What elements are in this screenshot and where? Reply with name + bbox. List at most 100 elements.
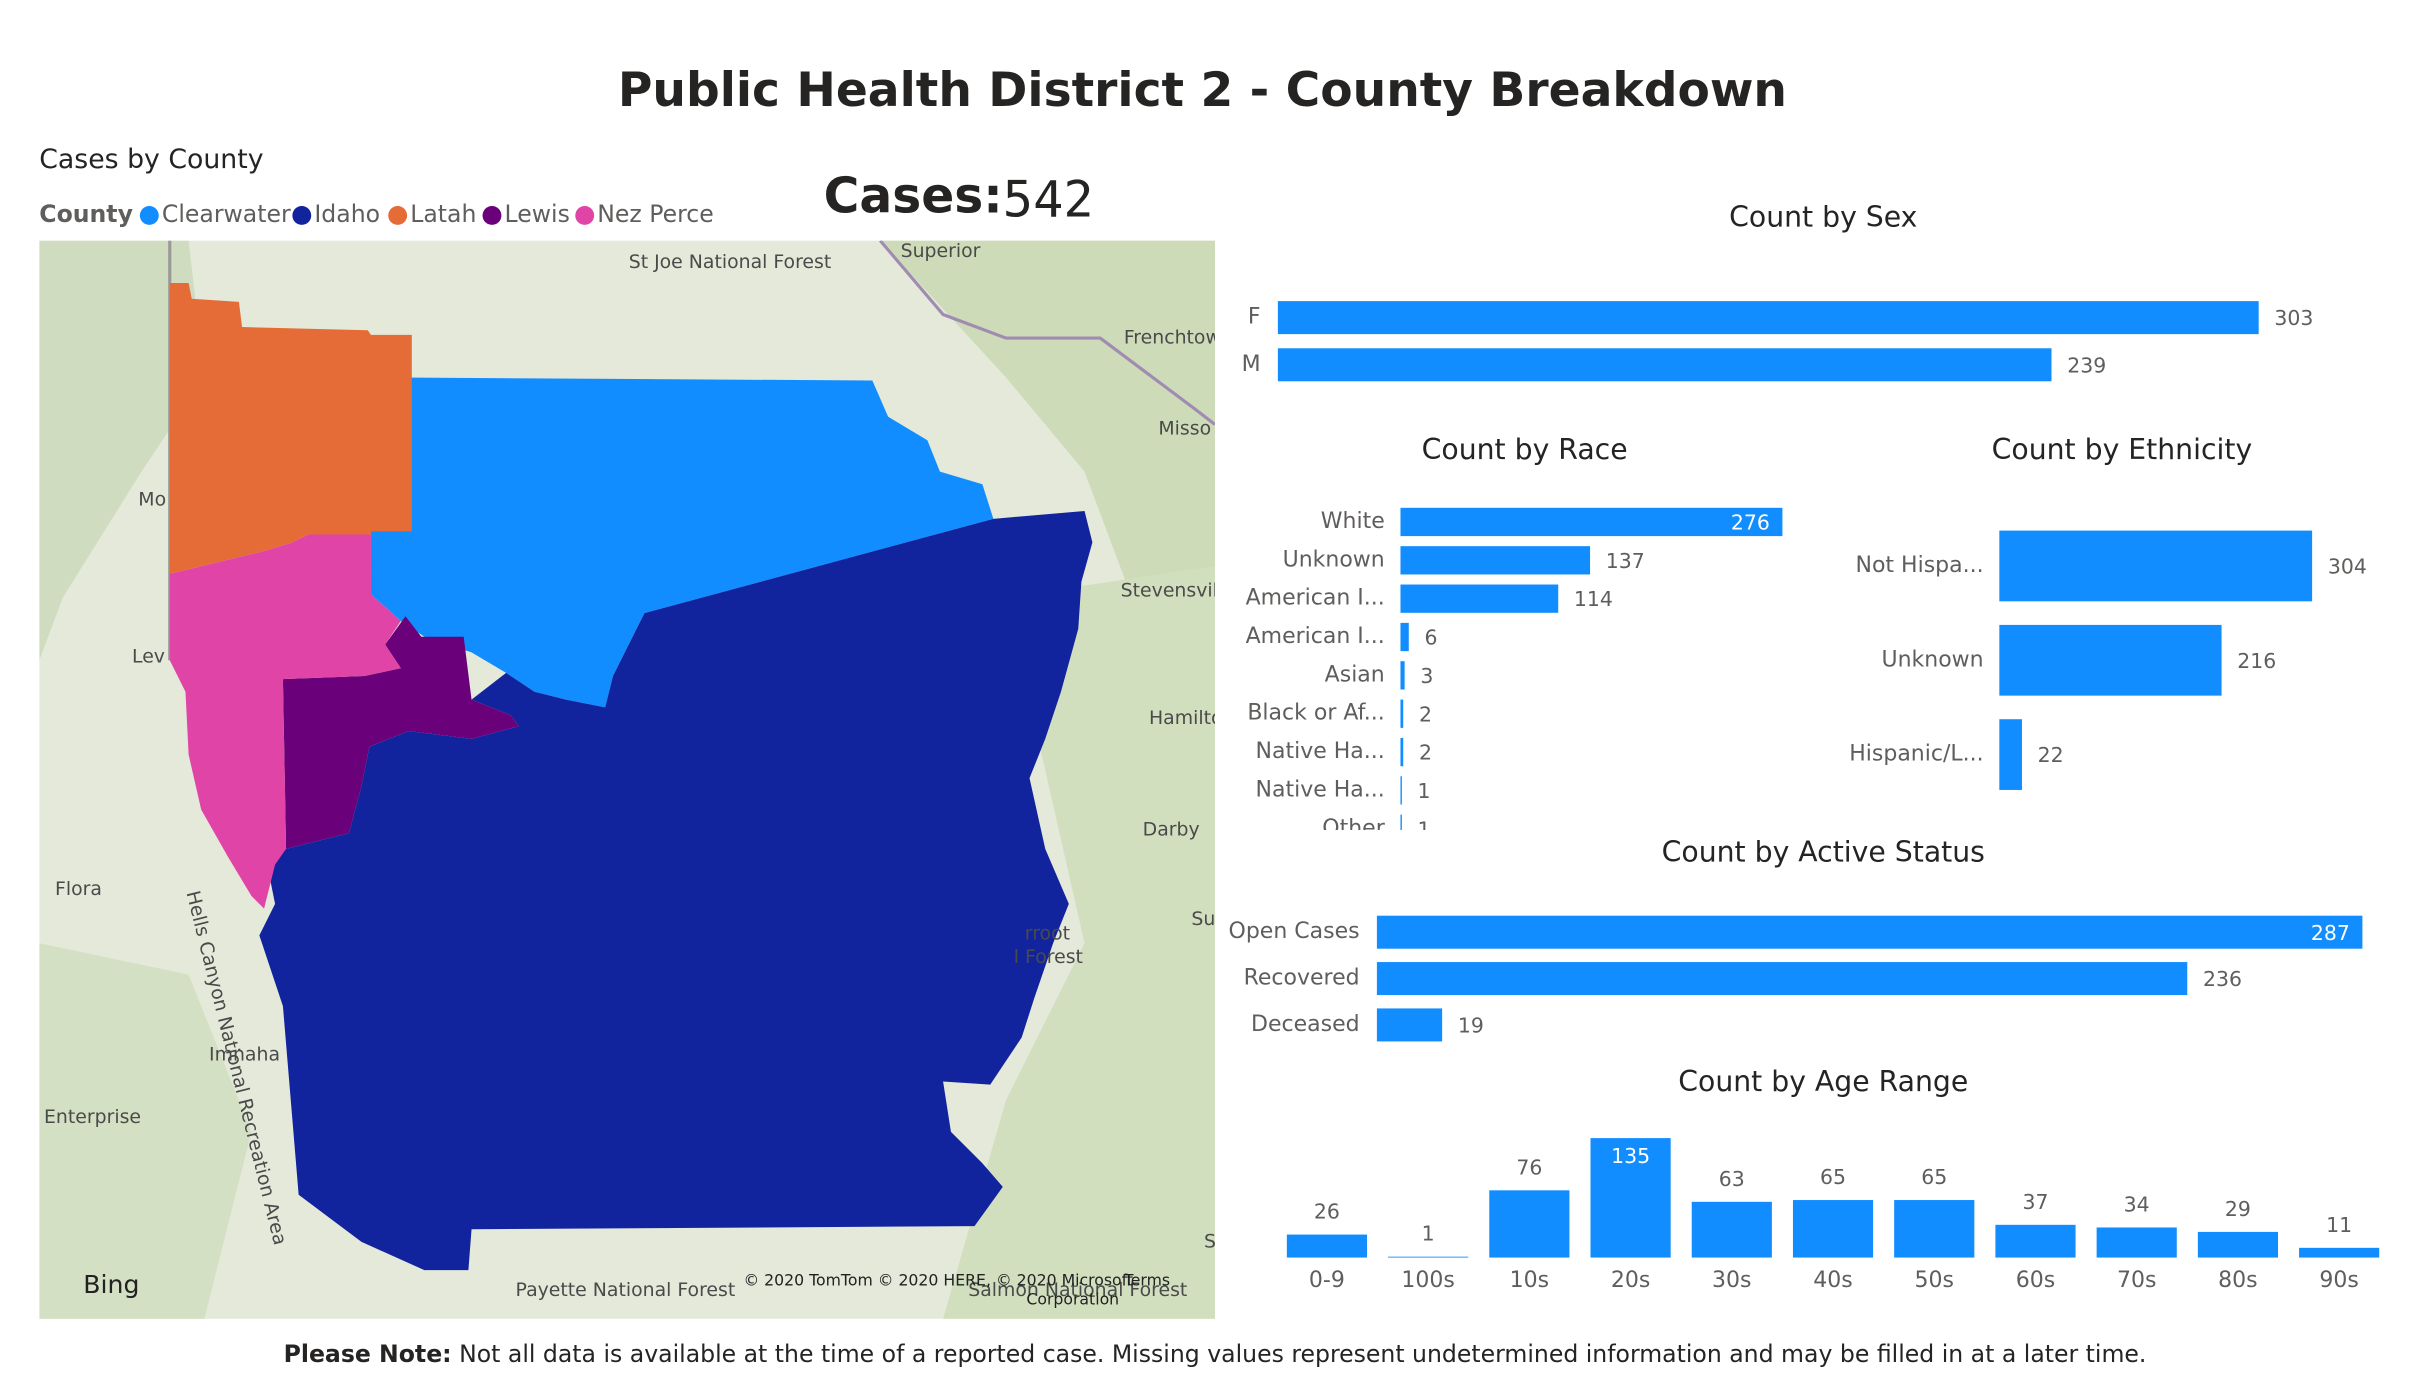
terrain [39,240,205,661]
map-label: Salmon National Forest [968,1279,1187,1301]
bar [1277,348,2052,382]
chart-title: Count by Ethnicity [1992,433,2253,466]
value-label: 11 [2326,1213,2352,1237]
value-label: 63 [1719,1167,1745,1191]
map-label: Corporation [1026,1290,1119,1309]
legend-label: Latah [410,200,476,228]
bar [1894,1200,1975,1258]
value-label: 29 [2225,1197,2251,1221]
category-label: Asian [1325,662,1385,687]
bar [1792,1200,1874,1258]
map-label: Frenchtown [1124,327,1233,349]
category-label: Hispanic/L... [1849,742,1983,767]
category-label: 40s [1813,1268,1852,1293]
chart-title: Count by Active Status [1662,836,1985,869]
map: St Joe National Forest Superior Frenchtown… [39,240,1234,1319]
bar [2197,1231,2279,1258]
cases-label: Cases: [824,169,1003,225]
note-bold: Please Note: [284,1340,452,1368]
cases-value: 542 [1003,169,1094,228]
category-label: 50s [1915,1268,1954,1293]
value-label: 1 [1422,1222,1435,1246]
value-label: 135 [1611,1144,1650,1168]
map-label: Lev [132,646,165,668]
terrain [39,943,252,1319]
bar [1691,1201,1772,1258]
category-label: 90s [2319,1268,2358,1293]
county-shape [259,510,1093,1271]
map-label: St Joe National Forest [629,251,832,273]
bar [1400,814,1402,831]
map-label: Terms [1123,1271,1170,1290]
value-label: 216 [2237,649,2276,673]
map-label: Stevensvill [1121,580,1223,602]
legend-title: County [39,200,133,228]
map-label: Bing [83,1270,139,1299]
bar-chart: Not Hispa... 304 Unknown 216 Hispanic/L... 22 [1849,530,2367,790]
bar-chart: Open Cases 287 Recovered 236 Deceased 19 [1229,915,2363,1042]
value-label: 2 [1419,741,1432,765]
category-label: F [1248,305,1261,330]
legend-swatch [482,206,502,225]
category-label: Deceased [1251,1012,1360,1037]
category-label: Unknown [1283,547,1385,572]
bar [1400,776,1402,805]
road [879,240,1215,426]
category-label: 30s [1712,1268,1751,1293]
category-label: 0-9 [1309,1268,1345,1293]
value-label: 2 [1419,702,1432,726]
map-label: Flora [55,878,102,900]
category-label: Unknown [1881,647,1983,672]
value-label: 34 [2124,1192,2150,1216]
category-label: M [1242,352,1261,377]
bar [1277,301,2259,335]
terrain [880,240,1215,661]
legend-label: Idaho [314,200,380,228]
map-label: rroot [1025,922,1070,944]
value-label: 65 [1820,1165,1846,1189]
bar [1489,1190,1570,1258]
county-shape [169,534,401,909]
map-title: Cases by County [39,144,263,175]
legend-swatch [292,206,312,225]
bar [1999,624,2222,696]
bar [2096,1227,2177,1258]
bar [1400,507,1783,537]
category-label: 70s [2117,1268,2156,1293]
map-label: Payette National Forest [516,1279,736,1301]
bar [1400,622,1409,652]
value-label: 1 [1418,779,1431,803]
category-label: Recovered [1244,966,1360,991]
value-label: 6 [1424,626,1437,650]
category-label: White [1321,509,1385,534]
value-label: 37 [2022,1190,2048,1214]
value-label: 239 [2067,353,2106,377]
category-label: 20s [1611,1268,1650,1293]
county-shape [169,283,412,574]
value-label: 287 [2311,921,2350,945]
bar [1376,915,2363,949]
value-label: 236 [2203,967,2242,991]
category-label: Black or Af... [1247,701,1384,726]
category-label: American I... [1246,624,1385,649]
value-label: 22 [2038,743,2064,767]
category-label: 80s [2218,1268,2257,1293]
map-label: Hamilton [1149,707,1234,729]
value-label: 137 [1606,549,1645,573]
county-shape [370,377,994,708]
category-label: 60s [2016,1268,2055,1293]
bar-chart: F 303 M 239 [1242,301,2313,382]
legend-swatch [575,206,595,225]
map-label: Imnaha [209,1043,280,1065]
bar [1376,1008,1443,1042]
bar [1400,546,1591,575]
value-label: 114 [1574,587,1613,611]
bar [1999,719,2022,790]
map-label: Mo [138,488,166,510]
legend-swatch [388,206,408,225]
terrain [943,565,1215,1319]
value-label: 76 [1516,1155,1542,1179]
footnote: Please Note: Not all data is available a… [284,1340,2147,1368]
chart-title: Count by Sex [1729,201,1917,234]
